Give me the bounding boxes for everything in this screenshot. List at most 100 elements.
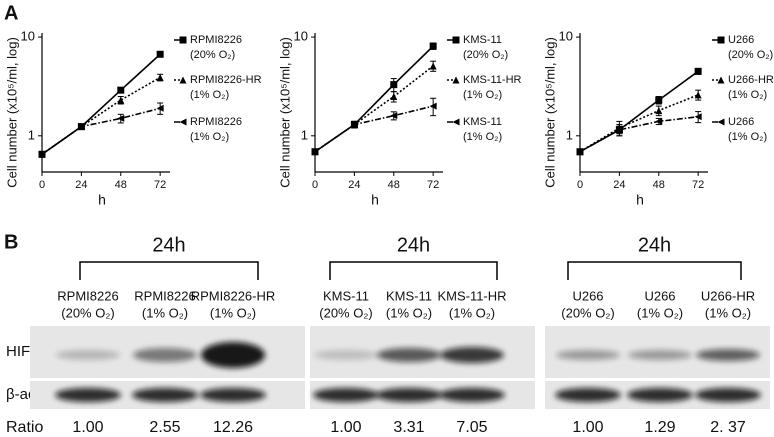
marker [179, 76, 187, 84]
series-line [314, 105, 434, 153]
marker [179, 118, 187, 126]
lane-label: (1% O₂) [142, 305, 188, 320]
lane-label: KMS-11-HR [437, 288, 506, 303]
lane-label: (20% O₂) [561, 305, 614, 320]
marker [717, 118, 725, 126]
y-tick-label: 1 [301, 127, 308, 142]
x-axis-label: h [98, 192, 106, 208]
x-tick-label: 72 [692, 179, 704, 191]
lane-label: U266 [572, 288, 603, 303]
panel-label: B [4, 231, 18, 253]
ratio-value: 7.05 [456, 419, 487, 436]
ratio-value: 2. 37 [710, 419, 746, 436]
lane-label: (1% O₂) [705, 305, 751, 320]
band-actin [55, 388, 121, 402]
x-axis-label: h [636, 192, 644, 208]
lane-label: (1% O₂) [637, 305, 683, 320]
y-tick-label: 10 [21, 29, 35, 44]
marker [717, 36, 725, 44]
x-tick-label: 24 [348, 179, 360, 191]
band-hif [133, 348, 197, 362]
x-tick-label: 48 [388, 179, 400, 191]
series-line [579, 70, 699, 153]
y-axis-label: Cell number (x10⁵/ml, log) [277, 37, 292, 188]
band-hif [201, 342, 265, 368]
ratio-value: 1.00 [572, 419, 603, 436]
marker [717, 76, 725, 84]
marker [156, 50, 164, 58]
y-axis-label: Cell number (x10⁵/ml, log) [542, 37, 557, 188]
band-hif [556, 350, 620, 360]
x-tick-label: 24 [613, 179, 625, 191]
band-hif [440, 347, 504, 363]
marker [655, 96, 663, 104]
marker [156, 104, 164, 112]
band-hif [56, 350, 120, 360]
x-tick-label: 48 [115, 179, 127, 191]
series-line [41, 76, 161, 155]
legend-label: RPMI8226 (1% O₂) [190, 116, 242, 143]
marker [390, 81, 398, 89]
legend-label: U266 (20% O₂) [728, 34, 773, 61]
band-actin [627, 388, 693, 402]
x-tick-label: 48 [653, 179, 665, 191]
marker [655, 107, 663, 115]
x-tick-label: 72 [154, 179, 166, 191]
marker [179, 36, 187, 44]
band-actin [132, 388, 198, 402]
series-line [579, 115, 699, 153]
lane-label: (20% O₂) [319, 305, 372, 320]
ratio-value: 12.26 [213, 419, 253, 436]
series-line [41, 53, 161, 155]
x-tick-label: 72 [427, 179, 439, 191]
lane-label: (1% O₂) [449, 305, 495, 320]
legend-label: U266-HR (1% O₂) [728, 74, 774, 101]
ratio-value: 1.00 [72, 419, 103, 436]
marker [615, 126, 623, 134]
y-tick-label: 10 [559, 29, 573, 44]
marker [452, 36, 460, 44]
x-tick-label: 0 [39, 179, 45, 191]
band-actin [200, 388, 266, 402]
x-tick-label: 24 [75, 179, 87, 191]
bracket [329, 261, 498, 280]
marker [452, 76, 460, 84]
group-title: 24h [638, 234, 671, 256]
ratio-value: 3.31 [393, 419, 424, 436]
group-title: 24h [152, 234, 185, 256]
legend-label: U266 (1% O₂) [728, 116, 767, 143]
band-actin [555, 388, 621, 402]
band-actin [439, 388, 505, 402]
bracket [567, 261, 742, 280]
y-tick-label: 10 [294, 29, 308, 44]
bracket [79, 261, 259, 280]
marker [390, 112, 398, 120]
series-line [41, 107, 161, 155]
marker [156, 73, 164, 81]
marker [77, 123, 85, 131]
x-axis-label: h [371, 192, 379, 208]
x-tick-label: 0 [577, 179, 583, 191]
marker [694, 67, 702, 75]
marker [117, 86, 125, 94]
marker [576, 148, 584, 156]
ratio-value: 1.29 [644, 419, 675, 436]
marker [390, 93, 398, 101]
marker [429, 102, 437, 110]
band-hif [628, 350, 692, 360]
lane-label: U266 [644, 288, 675, 303]
x-tick-label: 0 [312, 179, 318, 191]
marker [452, 118, 460, 126]
legend-label: RPMI8226-HR (1% O₂) [190, 74, 262, 101]
band-actin [376, 388, 442, 402]
marker [117, 96, 125, 104]
marker [655, 117, 663, 125]
lane-label: (1% O₂) [386, 305, 432, 320]
marker [117, 114, 125, 122]
panel-label: A [4, 2, 18, 24]
ratio-value: 1.00 [330, 419, 361, 436]
y-axis-label: Cell number (x10⁵/ml, log) [4, 37, 19, 188]
band-actin [695, 388, 761, 402]
marker [311, 148, 319, 156]
